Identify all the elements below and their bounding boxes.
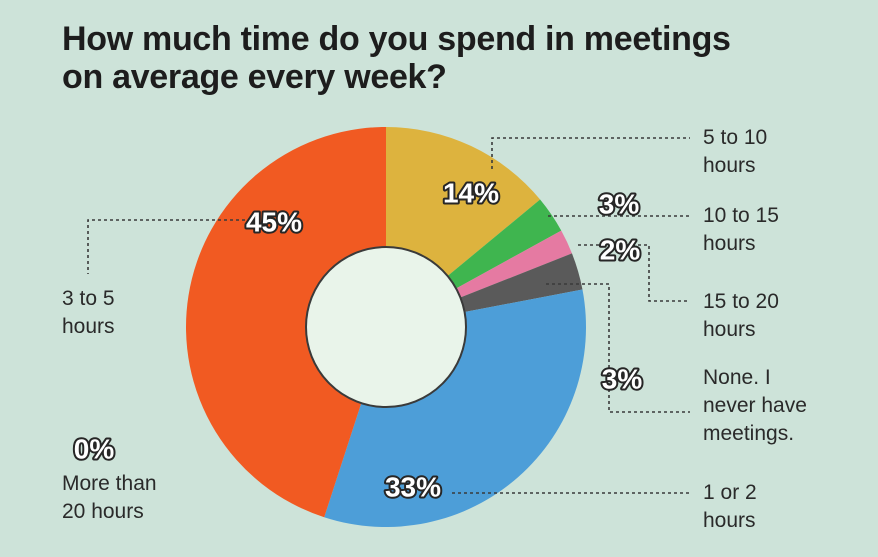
category-label-line: None. I (703, 366, 771, 389)
category-label-line: hours (62, 315, 115, 338)
category-label-1-or-2-hours: 1 or 2 hours (703, 479, 757, 535)
slice-10-to-15-hours (447, 199, 562, 289)
slice-5-to-10-hours (386, 127, 541, 277)
category-label-more-than-20-hours: More than 20 hours (62, 470, 157, 526)
percent-label-3-to-5-hours: 45% (246, 207, 302, 238)
category-label-line: 20 hours (62, 500, 144, 523)
category-label-none-i-never-have-meetings: None. I never have meetings. (703, 364, 807, 448)
slice-1-or-2-hours (324, 289, 586, 527)
category-label-line: 15 to 20 (703, 290, 779, 313)
category-label-line: hours (703, 318, 756, 341)
percent-label-1-or-2-hours: 33% (385, 472, 441, 503)
category-label-15-to-20-hours: 15 to 20 hours (703, 288, 779, 344)
donut-ring (186, 127, 586, 527)
category-label-line: 10 to 15 (703, 204, 779, 227)
leader-line-none-i-never-have-meetings (546, 283, 690, 413)
category-label-line: More than (62, 472, 157, 495)
category-label-line: hours (703, 154, 756, 177)
percent-label-15-to-20-hours: 2% (600, 235, 641, 266)
percent-label-10-to-15-hours: 3% (599, 189, 640, 220)
percent-label-none-i-never-have-meetings: 3% (602, 364, 643, 395)
category-label-line: meetings. (703, 422, 795, 445)
slice-3-to-5-hours (186, 127, 386, 518)
category-label-line: 5 to 10 (703, 126, 768, 149)
donut-center (305, 246, 467, 408)
percent-label-more-than-20-hours: 0% (74, 434, 115, 465)
category-label-line: 1 or 2 (703, 481, 757, 504)
leader-line-5-to-10-hours (491, 137, 690, 169)
category-label-line: hours (703, 232, 756, 255)
category-label-line: never have (703, 394, 807, 417)
chart-title-line-1: How much time do you spend in meetings (62, 20, 731, 58)
slice-15-to-20-hours (456, 230, 572, 298)
category-label-5-to-10-hours: 5 to 10 hours (703, 124, 767, 180)
leader-line-3-to-5-hours (87, 219, 245, 274)
chart-title-line-2: on average every week? (62, 58, 447, 96)
leader-line-15-to-20-hours (578, 244, 690, 302)
chart-title: How much time do you spend in meetings o… (62, 20, 822, 96)
category-label-line: hours (703, 509, 756, 532)
percent-label-5-to-10-hours: 14% (443, 178, 499, 209)
category-label-10-to-15-hours: 10 to 15 hours (703, 202, 779, 258)
category-label-line: 3 to 5 (62, 287, 115, 310)
category-label-3-to-5-hours: 3 to 5 hours (62, 285, 115, 341)
slice-none-i-never-have-meetings (460, 253, 583, 313)
